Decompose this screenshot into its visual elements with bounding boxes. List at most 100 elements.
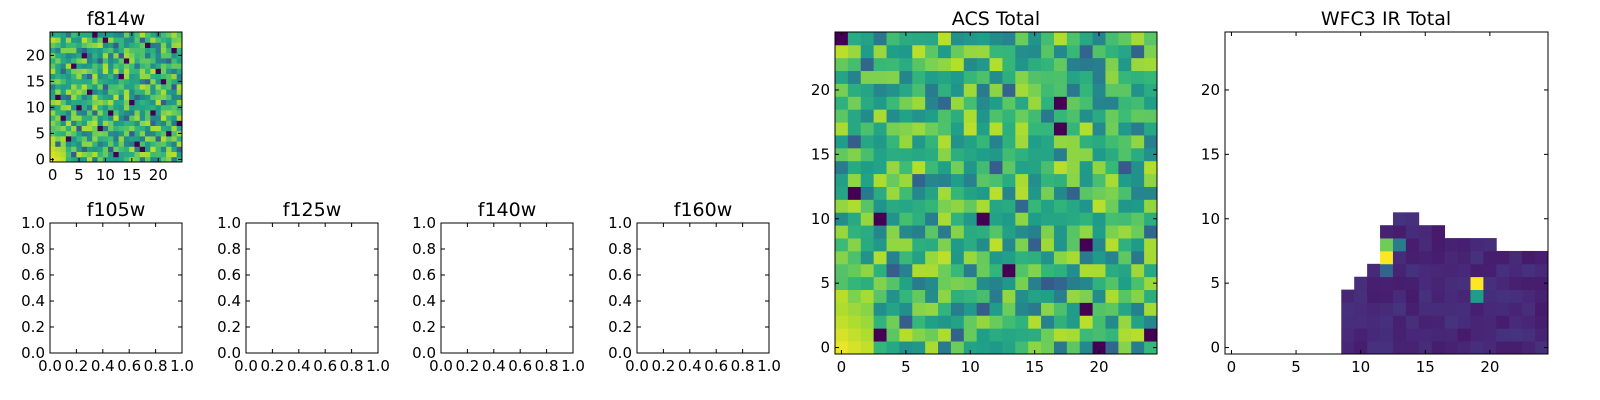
heatmap-cell [1118, 250, 1132, 265]
heatmap-cell [912, 199, 926, 213]
heatmap-cell [160, 84, 167, 90]
heatmap-cell [60, 99, 67, 106]
heatmap-cell [134, 89, 141, 95]
heatmap-cell [81, 130, 88, 137]
heatmap-cell [1131, 341, 1145, 355]
heatmap-cell [886, 147, 900, 162]
heatmap-cell [1041, 96, 1055, 110]
heatmap-cell [1118, 276, 1132, 290]
heatmap-cell [835, 328, 849, 342]
heatmap-cell [113, 63, 120, 69]
heatmap-cell [847, 212, 862, 226]
y-tick-label: 10 [811, 210, 830, 228]
heatmap-cell [1341, 289, 1355, 303]
heatmap-cell [1079, 173, 1093, 187]
heatmap-cell [155, 125, 162, 132]
heatmap-cell [963, 147, 978, 162]
heatmap-cell [55, 125, 61, 132]
heatmap-cell [1522, 302, 1536, 316]
heatmap-cell [81, 141, 88, 147]
heatmap-cell [55, 146, 61, 152]
heatmap-cell [97, 89, 104, 95]
panel-title: f125w [283, 199, 342, 221]
heatmap-cell [65, 78, 72, 85]
heatmap-cell [92, 120, 98, 126]
heatmap-cell [886, 160, 900, 175]
heatmap-cell [1341, 328, 1355, 342]
heatmap-cell [150, 52, 156, 59]
heatmap-cell [139, 52, 146, 59]
heatmap-cell [1522, 276, 1536, 290]
heatmap-cell [1066, 173, 1081, 187]
y-tick-label: 0.6 [412, 266, 436, 284]
heatmap-cell [899, 250, 913, 265]
x-axis: 0.0 0.2 0.4 0.6 0.8 1.0 [429, 223, 585, 375]
heatmap-cell [60, 42, 67, 48]
heatmap-cell [1457, 263, 1471, 278]
heatmap-cell [55, 104, 61, 111]
heatmap-cell [950, 109, 965, 123]
heatmap-cell [97, 136, 104, 142]
heatmap-cell [139, 73, 146, 80]
heatmap-cell [123, 52, 130, 59]
heatmap-cell [1079, 212, 1093, 226]
heatmap-cell [1118, 289, 1132, 303]
heatmap-cell [155, 63, 162, 69]
heatmap-cell [60, 32, 67, 38]
heatmap-cell [989, 135, 1003, 149]
heatmap-cell [1002, 212, 1016, 226]
heatmap-cell [1444, 263, 1458, 278]
heatmap-cell [123, 78, 130, 85]
heatmap-cell [860, 289, 875, 303]
heatmap-cell [873, 57, 887, 72]
heatmap-cell [860, 186, 875, 200]
heatmap-cell [1144, 57, 1158, 72]
heatmap-cell [50, 99, 56, 106]
heatmap-cell [171, 141, 178, 147]
heatmap-cell [1002, 186, 1016, 200]
heatmap-cell [1105, 173, 1119, 187]
heatmap-cell [86, 94, 93, 100]
heatmap-cell [899, 302, 913, 316]
heatmap-cell [65, 110, 72, 116]
plot-frame [636, 222, 770, 354]
heatmap-cell [1092, 328, 1106, 342]
heatmap-cell [113, 156, 120, 163]
heatmap-cell [171, 32, 178, 38]
heatmap-cell [145, 63, 151, 69]
heatmap-cell [1144, 96, 1158, 110]
heatmap-cell [835, 276, 849, 290]
heatmap-cell [65, 141, 72, 147]
heatmap-cell [860, 32, 875, 46]
heatmap-cell [65, 63, 72, 69]
heatmap-cell [134, 125, 141, 132]
heatmap-cell [150, 63, 156, 69]
heatmap-cell [1015, 225, 1029, 239]
heatmap-cell [899, 147, 913, 162]
heatmap-cell [1457, 238, 1471, 252]
x-tick-label: 0.4 [678, 357, 702, 375]
heatmap-cell [963, 173, 978, 187]
heatmap-cell [160, 125, 167, 132]
heatmap-cell [1015, 44, 1029, 59]
heatmap-cell [1483, 328, 1497, 342]
heatmap-cell [1418, 238, 1433, 252]
heatmap-cell [912, 250, 926, 265]
heatmap-cell [1092, 109, 1106, 123]
heatmap-cell [108, 32, 114, 38]
heatmap-cell [97, 42, 104, 48]
heatmap-cell [835, 186, 849, 200]
heatmap-cell [860, 263, 875, 278]
heatmap-cell [155, 37, 162, 43]
heatmap-cell [1002, 96, 1016, 110]
heatmap-cell [912, 341, 926, 355]
heatmap-cell [92, 125, 98, 132]
heatmap-cell [1535, 276, 1549, 290]
heatmap-cell [139, 120, 146, 126]
heatmap-cell [912, 83, 926, 97]
heatmap-cell [1418, 225, 1433, 239]
heatmap-cell [166, 78, 172, 85]
heatmap-cell [71, 84, 77, 90]
heatmap-cell [129, 78, 135, 85]
heatmap-cell [86, 125, 93, 132]
